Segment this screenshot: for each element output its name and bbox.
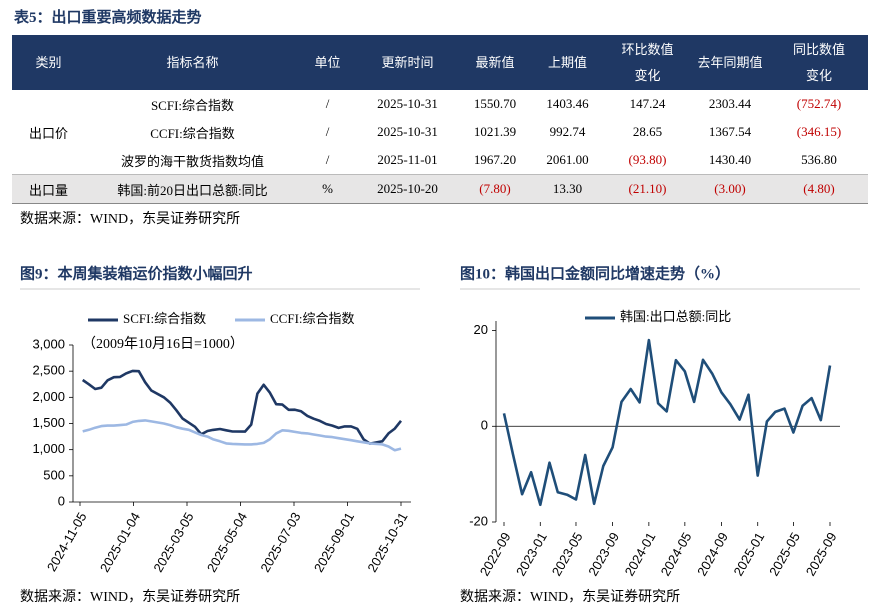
series-line [502,338,832,507]
table-cell: 992.74 [549,124,586,139]
header-line: 变化 [634,67,661,83]
x-tick-label: 2025-01-04 [97,510,143,575]
header-row: 类别 指标名称 单位 更新时间 最新值 上期值 环比数值 变化 去年同期值 同比数值 变化 [12,35,868,90]
y-tick-label: 1,000 [32,441,65,456]
table-cell: (7.80) [460,174,530,204]
x-tick-label: 2022-09 [477,530,514,579]
header-cell: 环比数值 变化 [605,35,690,90]
table-cell: 2061.00 [546,152,589,167]
x-tick-label: 2024-05 [658,530,695,579]
table-cell: / [325,96,330,111]
table-cell: 28.65 [632,124,663,139]
annotation: （2009年10月16日=1000） [82,336,244,352]
series-line [81,369,403,445]
x-tick-label: 2023-01 [513,530,550,579]
x-tick-label: 2024-01 [622,530,659,579]
y-tick-label: 3,000 [32,336,65,351]
category-cell: 出口量 [12,174,85,204]
table-cell: 1967.20 [473,152,517,167]
x-tick-label: 2025-05 [766,530,803,579]
table-cell: CCFI:综合指数 [150,125,235,141]
table-body: 出口价 SCFI:综合指数 / 2025-10-31 1550.70 1403.46 147… [12,90,868,204]
table-cell: SCFI:综合指数 [150,97,235,113]
table-title: 表5：出口重要高频数据走势 [14,10,202,26]
x-tick-label: 2025-07-03 [257,510,303,575]
header-line: 同比数值 [792,41,845,57]
table-cell: 2025-10-20 [355,174,460,204]
chart-source: 数据来源：WIND，东吴证券研究所 [20,589,240,605]
y-tick-label: 0 [481,418,488,433]
legend-label: CCFI:综合指数 [270,311,355,326]
table-cell: 536.80 [801,152,837,167]
x-tick-label: 2023-09 [585,530,622,579]
header-cell: 去年同期值 [690,35,770,90]
table-cell: (21.10) [605,174,690,204]
series-line [82,419,402,452]
table-cell: 波罗的海干散货指数均值 [120,153,264,169]
table-row: CCFI:综合指数 / 2025-10-31 1021.39 992.74 28.65 13… [12,118,868,146]
table-cell: 1403.46 [546,96,589,111]
table-cell: (3.00) [690,174,770,204]
table-cell: 147.24 [629,96,666,111]
x-tick-label: 2025-10-31 [364,510,410,575]
y-tick-label: 0 [58,493,65,508]
chart-title: 图9：本周集装箱运价指数小幅回升 [20,264,253,282]
table-cell: 1550.70 [473,96,517,111]
table-cell: 1367.54 [708,124,752,139]
table-cell: (4.80) [770,174,868,204]
table-row: 出口价 SCFI:综合指数 / 2025-10-31 1550.70 1403.46 147… [12,90,868,141]
table-row: 出口量 韩国:前20日出口总额:同比% 2025-10-20 (7.80) 13.30(… [12,174,868,204]
header-cell: 上期值 [530,35,605,90]
y-tick-label: 20 [474,322,488,337]
table-cell: 2025-10-31 [377,124,438,139]
header-line: 变化 [805,67,832,83]
category-cell: 出口价 [28,125,68,141]
table-cell: 1021.39 [473,124,517,139]
header-cell: 同比数值 变化 [770,35,868,90]
header-line: 环比数值 [621,41,674,57]
table-cell: 13.30 [530,174,605,204]
x-tick-label: 2023-05 [549,530,586,579]
table-cell: 2303.44 [708,96,752,111]
y-tick-label: 2,000 [32,389,65,404]
y-tick-label: -20 [469,513,488,528]
table-row: 波罗的海干散货指数均值 / 2025-11-01 1967.20 2061.00 (93.… [12,146,868,175]
header-cell: 单位 [300,35,355,90]
y-tick-label: 500 [43,467,65,482]
table-cell: 2025-10-31 [377,96,438,111]
x-tick-label: 2025-09 [803,530,840,579]
chart-title: 图10：韩国出口金额同比增速走势（%） [460,264,730,282]
table-cell: (346.15) [796,124,842,139]
table-cell: / [325,124,330,139]
table-cell: 韩国:前20日出口总额:同比 [85,174,300,204]
y-tick-label: 2,500 [32,363,65,378]
header-cell: 指标名称 [85,35,300,90]
table-source: 数据来源：WIND，东吴证券研究所 [20,212,241,227]
table-cell: / [325,152,330,167]
header-cell: 最新值 [460,35,530,90]
table-cell: (93.80) [628,152,667,167]
y-tick-label: 1,500 [32,415,65,430]
data-table: 类别 指标名称 单位 更新时间 最新值 上期值 环比数值 变化 去年同期值 同比数值 变化 出口价 S… [12,35,868,204]
table-cell: (752.74) [796,96,842,111]
table-cell: 2025-11-01 [377,152,438,167]
x-tick-label: 2025-01 [730,530,767,579]
header-cell: 更新时间 [355,35,460,90]
header-cell: 类别 [12,35,85,90]
x-tick-label: 2024-11-05 [44,510,90,574]
x-tick-label: 2025-05-04 [204,510,250,575]
legend-label: 韩国:出口总额:同比 [620,309,731,324]
x-tick-label: 2025-09-01 [311,510,357,575]
x-tick-label: 2025-03-05 [150,510,196,575]
table-cell: 1430.40 [708,152,752,167]
table-cell: % [300,174,355,204]
legend-label: SCFI:综合指数 [123,311,206,326]
x-tick-label: 2024-09 [694,530,731,579]
chart-source: 数据来源：WIND，东吴证券研究所 [460,589,680,605]
